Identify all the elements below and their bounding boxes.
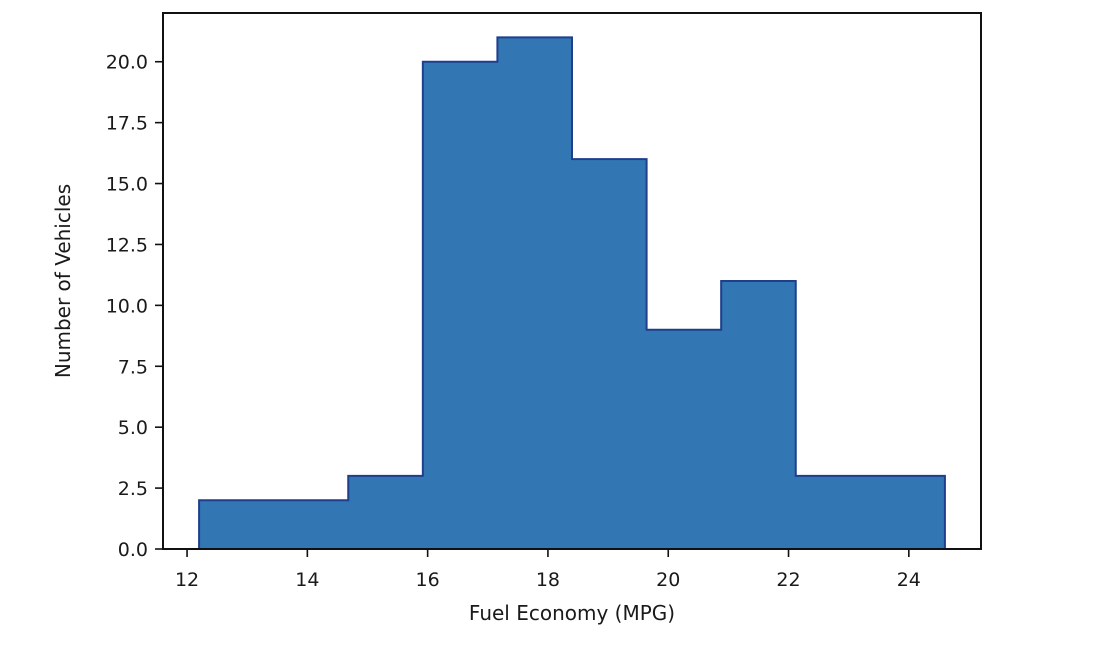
histogram-bar: [422, 61, 498, 550]
x-tick-label: 20: [656, 569, 680, 591]
y-tick-label: 20.0: [106, 52, 148, 74]
y-tick-label: 7.5: [118, 356, 148, 378]
x-axis-label: Fuel Economy (MPG): [469, 601, 675, 625]
y-axis-label: Number of Vehicles: [51, 184, 75, 378]
histogram-bar: [199, 500, 275, 549]
y-axis-ticks: 0.0 2.5 5.0 7.5 10.0 12.5 15.0 17.5 20.0: [106, 52, 163, 561]
histogram-bar: [497, 37, 573, 549]
x-tick-label: 16: [416, 569, 440, 591]
histogram-bars: [199, 37, 946, 550]
x-tick-label: 24: [897, 569, 921, 591]
histogram-outline: [198, 36, 946, 549]
y-tick-label: 5.0: [118, 417, 148, 439]
plot-frame: [162, 12, 982, 550]
x-tick-label: 22: [776, 569, 800, 591]
y-tick-label: 2.5: [118, 478, 148, 500]
histogram-bar: [870, 475, 946, 549]
histogram-bar: [348, 475, 424, 549]
y-tick-label: 12.5: [106, 234, 148, 256]
histogram-bar: [572, 159, 648, 549]
y-tick-label: 15.0: [106, 174, 148, 196]
histogram-bar: [721, 281, 797, 549]
x-tick-label: 14: [295, 569, 319, 591]
histogram-bar: [795, 475, 871, 549]
histogram-bar: [646, 329, 722, 549]
histogram-bar: [273, 500, 349, 549]
y-tick-label: 17.5: [106, 113, 148, 135]
x-axis-ticks: 12 14 16 18 20 22 24: [175, 549, 921, 591]
x-tick-label: 18: [536, 569, 560, 591]
x-tick-label: 12: [175, 569, 199, 591]
y-tick-label: 10.0: [106, 295, 148, 317]
y-tick-label: 0.0: [118, 539, 148, 561]
